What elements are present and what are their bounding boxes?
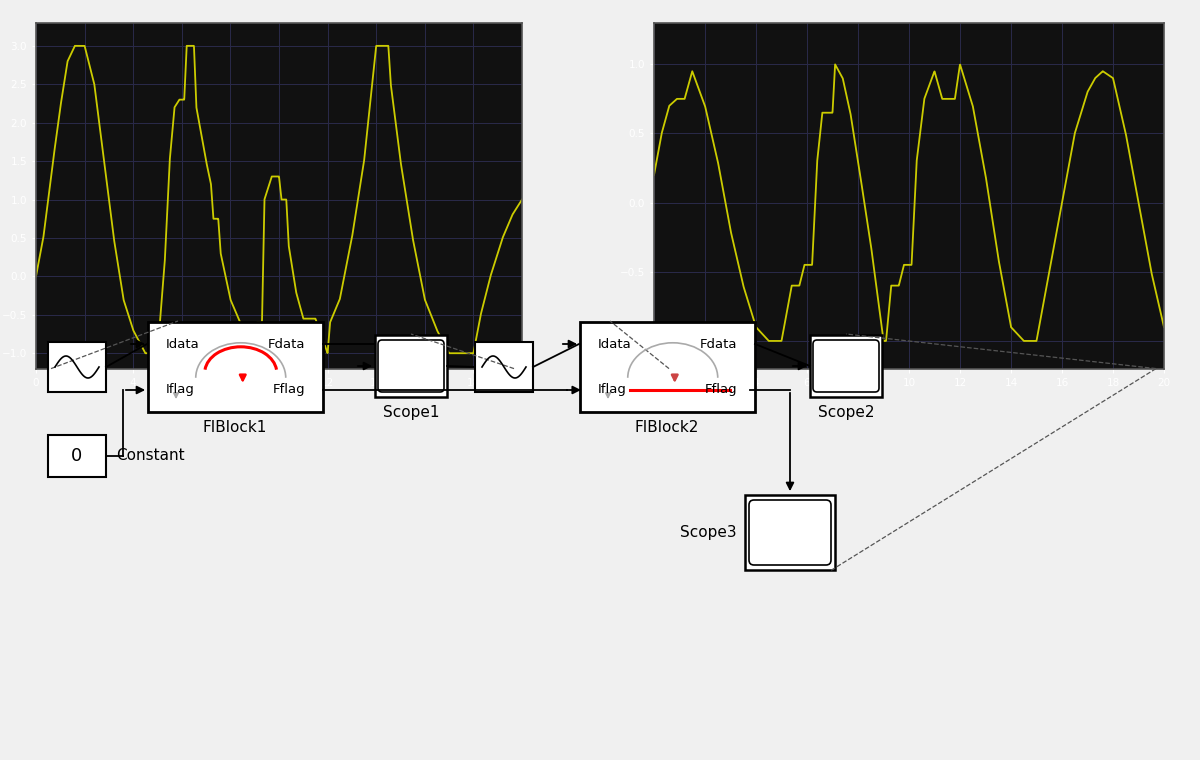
Text: Fdata: Fdata	[700, 337, 737, 350]
Bar	[475, 342, 533, 392]
FancyBboxPatch shape	[378, 340, 444, 392]
Text: Idata: Idata	[166, 337, 199, 350]
Bar	[374, 335, 446, 397]
Text: Iflag: Iflag	[166, 384, 194, 397]
Bar	[580, 322, 755, 412]
Bar	[48, 342, 106, 392]
Text: FIBlock1: FIBlock1	[203, 420, 268, 435]
FancyBboxPatch shape	[814, 340, 878, 392]
Text: Scope1: Scope1	[383, 406, 439, 420]
FancyBboxPatch shape	[749, 500, 830, 565]
Text: Iflag: Iflag	[598, 384, 626, 397]
Text: 0: 0	[71, 447, 83, 465]
Text: Fdata: Fdata	[268, 337, 305, 350]
Bar	[745, 495, 835, 570]
Text: Fflag: Fflag	[272, 384, 305, 397]
Bar	[48, 435, 106, 477]
Text: Constant: Constant	[116, 448, 185, 464]
Bar	[810, 335, 882, 397]
Text: Idata: Idata	[598, 337, 631, 350]
Text: Scope2: Scope2	[817, 406, 875, 420]
Text: FIBlock2: FIBlock2	[635, 420, 700, 435]
Text: Fflag: Fflag	[704, 384, 737, 397]
Bar	[148, 322, 323, 412]
Text: Scope3: Scope3	[680, 525, 737, 540]
